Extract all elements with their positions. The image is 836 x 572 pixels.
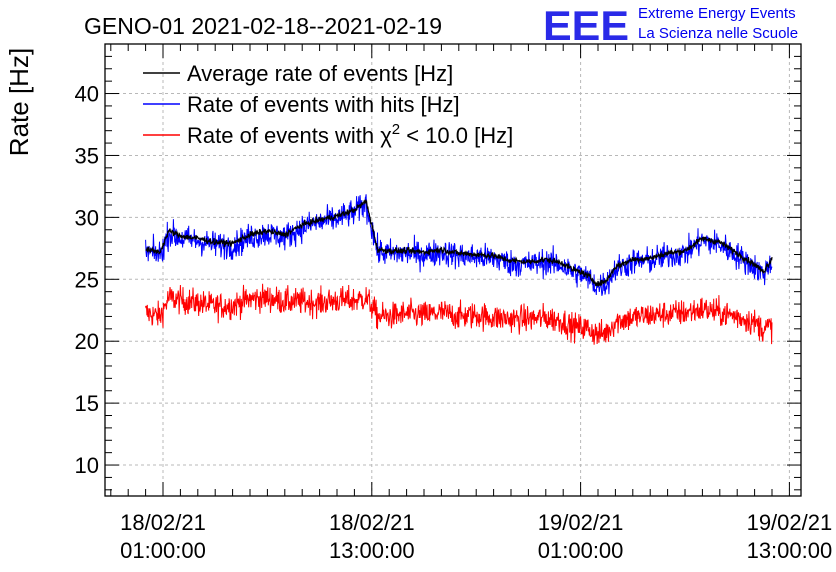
legend-label: Average rate of events [Hz]: [187, 61, 453, 86]
y-tick-label: 20: [75, 329, 99, 354]
eee-logo-line2: La Scienza nelle Scuole: [638, 25, 798, 42]
y-tick-label: 30: [75, 205, 99, 230]
y-tick-label: 15: [75, 391, 99, 416]
eee-logo: EEE Extreme Energy Events La Scienza nel…: [543, 2, 798, 49]
series-layer: [145, 194, 773, 345]
eee-logo-line1: Extreme Energy Events: [638, 5, 796, 22]
series-line-0: [145, 199, 773, 288]
x-tick-label-date: 19/02/21: [538, 510, 624, 535]
y-tick-label: 40: [75, 82, 99, 107]
grid-layer: [105, 44, 801, 496]
legend: Average rate of events [Hz] Rate of event…: [143, 61, 513, 148]
y-axis-label: Rate [Hz]: [4, 48, 34, 156]
series-line-2: [145, 283, 773, 345]
x-tick-label-time: 13:00:00: [329, 538, 415, 563]
y-tick-label: 10: [75, 453, 99, 478]
x-tick-label-time: 13:00:00: [747, 538, 833, 563]
legend-label: Rate of events with hits [Hz]: [187, 92, 460, 117]
x-tick-label-date: 18/02/21: [329, 510, 415, 535]
legend-label: Rate of events with χ2 < 10.0 [Hz]: [187, 121, 513, 148]
y-tick-label: 25: [75, 267, 99, 292]
series-line-1: [145, 194, 773, 296]
chart-title: GENO-01 2021-02-18--2021-02-19: [84, 13, 442, 39]
x-tick-label-date: 18/02/21: [120, 510, 206, 535]
eee-logo-mark: EEE: [543, 2, 629, 49]
plot-frame: [104, 43, 802, 497]
y-tick-label: 35: [75, 143, 99, 168]
x-tick-label-date: 19/02/21: [747, 510, 833, 535]
x-tick-label-time: 01:00:00: [538, 538, 624, 563]
x-tick-label-time: 01:00:00: [120, 538, 206, 563]
axis-layer: 10 15 20 25 30 35 40 18/02/21 01:00:00 18/02/21 13…: [75, 43, 833, 563]
